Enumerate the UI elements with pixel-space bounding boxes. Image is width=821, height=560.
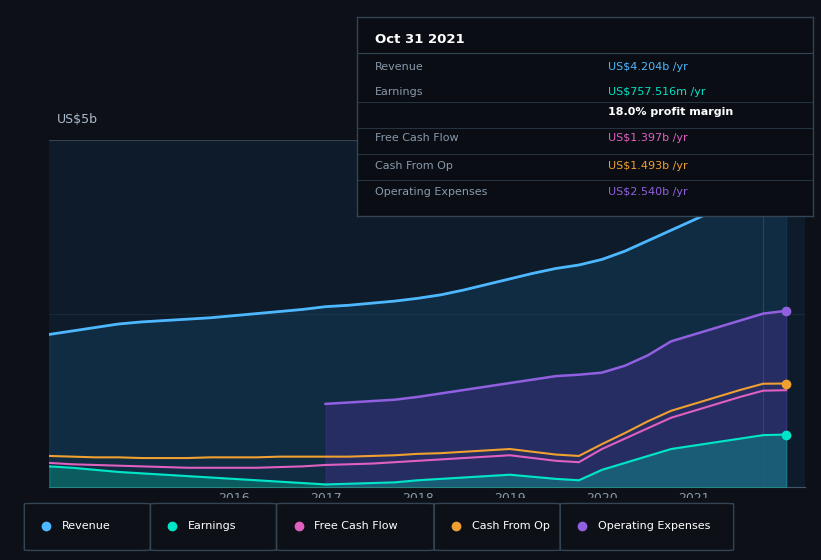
Text: US$2.540b /yr: US$2.540b /yr bbox=[608, 186, 687, 197]
Text: 18.0% profit margin: 18.0% profit margin bbox=[608, 107, 733, 117]
Text: US$757.516m /yr: US$757.516m /yr bbox=[608, 87, 705, 97]
Text: Oct 31 2021: Oct 31 2021 bbox=[375, 32, 465, 46]
Text: Cash From Op: Cash From Op bbox=[472, 521, 550, 531]
Text: Earnings: Earnings bbox=[375, 87, 424, 97]
Text: Earnings: Earnings bbox=[188, 521, 236, 531]
Text: Cash From Op: Cash From Op bbox=[375, 161, 453, 171]
Text: US$0: US$0 bbox=[57, 498, 90, 511]
Text: US$1.493b /yr: US$1.493b /yr bbox=[608, 161, 687, 171]
Text: US$5b: US$5b bbox=[57, 113, 98, 126]
Text: Operating Expenses: Operating Expenses bbox=[598, 521, 710, 531]
Text: Revenue: Revenue bbox=[375, 62, 424, 72]
Text: Free Cash Flow: Free Cash Flow bbox=[314, 521, 398, 531]
Text: Revenue: Revenue bbox=[62, 521, 111, 531]
Text: US$4.204b /yr: US$4.204b /yr bbox=[608, 62, 687, 72]
Text: Operating Expenses: Operating Expenses bbox=[375, 186, 488, 197]
Text: Free Cash Flow: Free Cash Flow bbox=[375, 133, 459, 143]
Text: US$1.397b /yr: US$1.397b /yr bbox=[608, 133, 687, 143]
